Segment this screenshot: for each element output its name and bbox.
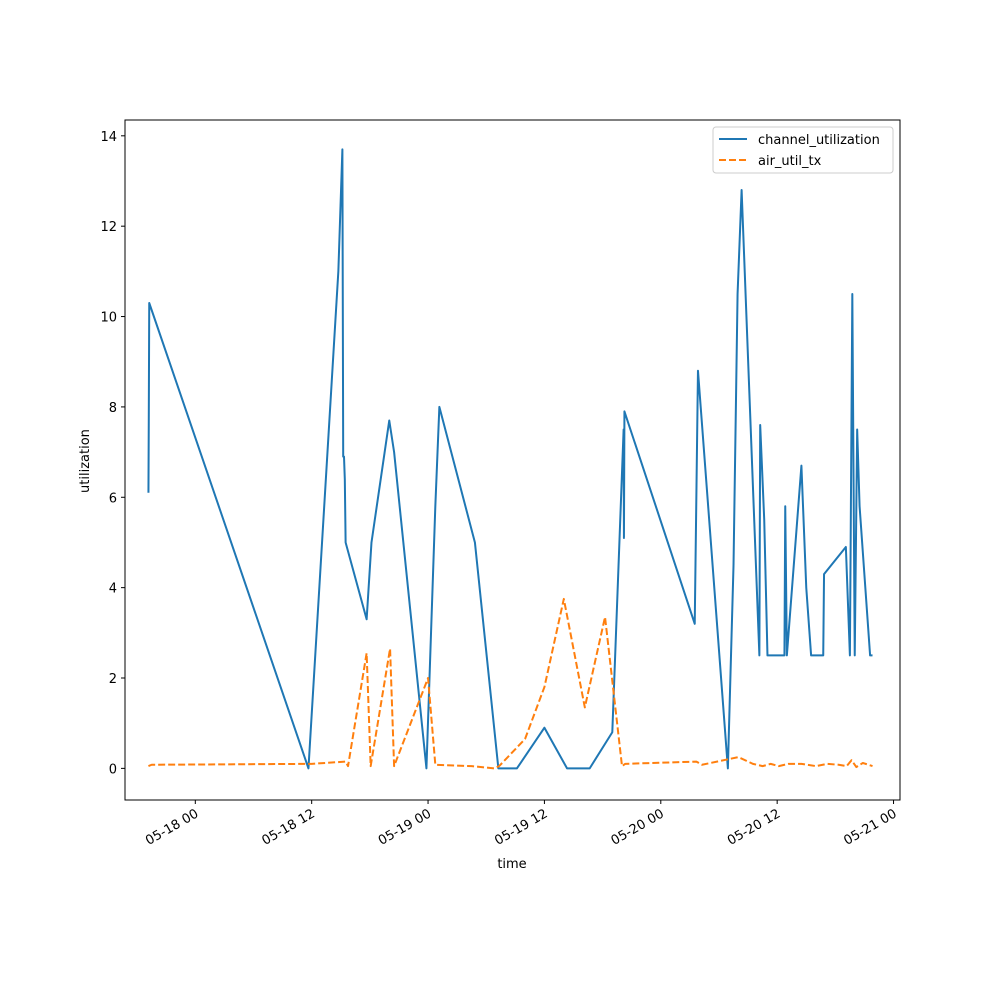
y-tick-label: 0 xyxy=(109,762,117,777)
series-line-channel-utilization xyxy=(147,148,873,770)
series-layer xyxy=(147,148,873,770)
y-tick-label: 8 xyxy=(109,401,117,416)
plot-frame xyxy=(124,119,901,801)
legend-label-channel-utilization: channel_utilization xyxy=(758,133,880,148)
legend: channel_utilization air_util_tx xyxy=(712,126,894,174)
y-tick-label: 14 xyxy=(100,130,117,145)
series-line-air-util-tx xyxy=(148,597,873,770)
legend-label-air-util-tx: air_util_tx xyxy=(758,154,822,169)
y-tick-label: 2 xyxy=(109,672,117,687)
y-axis: 0 2 4 6 8 10 12 14 xyxy=(100,130,125,777)
y-tick-label: 4 xyxy=(109,582,117,597)
y-tick-label: 10 xyxy=(100,311,117,326)
x-axis-label: time xyxy=(497,857,526,872)
legend-box xyxy=(712,126,894,174)
y-axis-label: utilization xyxy=(78,429,93,493)
y-tick-label: 12 xyxy=(100,220,117,235)
y-tick-label: 6 xyxy=(109,491,117,506)
